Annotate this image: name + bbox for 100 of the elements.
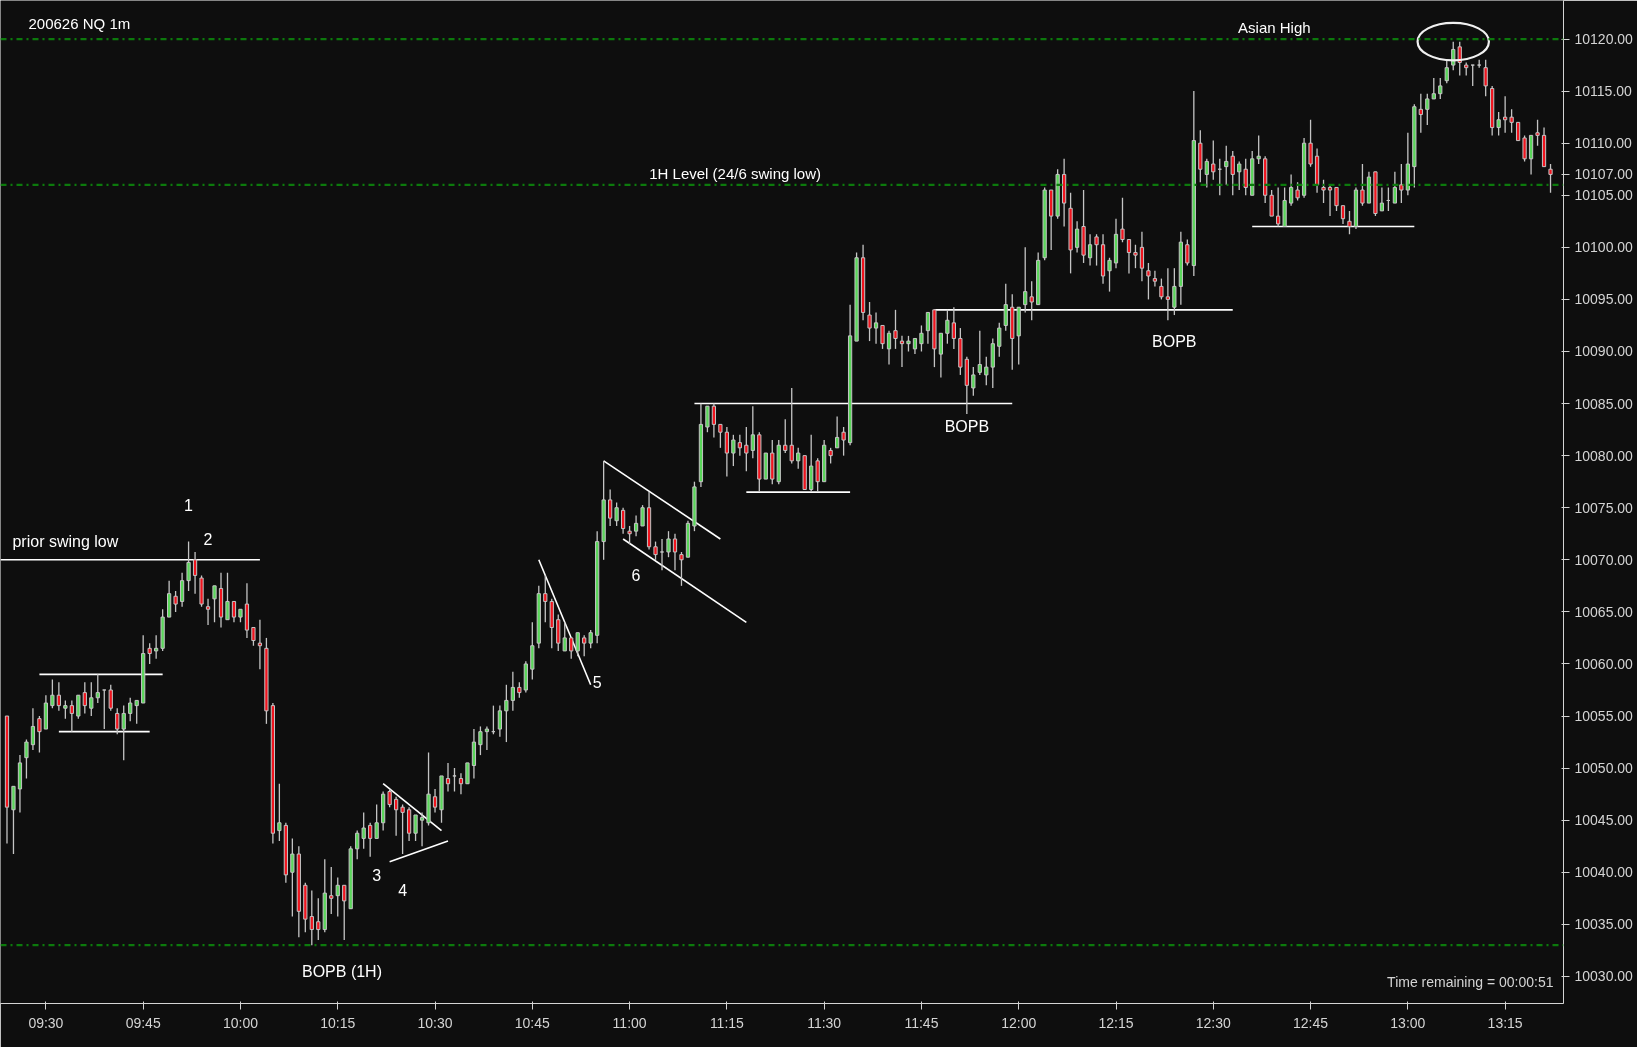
candlestick xyxy=(1327,184,1333,217)
candlestick xyxy=(1172,267,1177,316)
y-tick-label: 10090.00 xyxy=(1574,343,1634,360)
y-tick-label: 10050.00 xyxy=(1574,760,1634,777)
candlestick xyxy=(329,866,334,915)
candlestick xyxy=(1003,283,1008,332)
candlestick xyxy=(1159,277,1164,301)
candlestick xyxy=(63,699,68,720)
candlestick xyxy=(1470,64,1475,87)
candlestick xyxy=(886,330,892,366)
annotation: 2 xyxy=(203,531,213,549)
candlestick xyxy=(309,889,314,946)
x-tick-label: 11:30 xyxy=(807,1014,842,1031)
candlestick xyxy=(1295,181,1300,202)
x-tick-label: 11:00 xyxy=(612,1014,647,1031)
candlestick xyxy=(205,598,211,626)
y-tick-label: 10045.00 xyxy=(1574,812,1634,829)
candlestick xyxy=(1074,220,1080,254)
y-tick-label: 10075.00 xyxy=(1574,499,1634,516)
candlestick xyxy=(614,501,619,527)
candlestick xyxy=(37,715,42,754)
y-tick-label: 10030.00 xyxy=(1574,968,1634,985)
y-tick-label: 10070.00 xyxy=(1574,551,1634,568)
candlestick xyxy=(1256,134,1261,165)
candlestick xyxy=(984,356,989,386)
candlestick xyxy=(108,684,113,712)
candlestick xyxy=(938,332,944,379)
annotation: 6 xyxy=(631,567,641,585)
candlestick xyxy=(880,324,885,350)
candlestick xyxy=(484,725,490,751)
candlestick xyxy=(841,426,846,457)
candlestick xyxy=(1321,178,1326,204)
candlestick xyxy=(1509,108,1514,134)
candlestick xyxy=(458,772,464,795)
candlestick xyxy=(1515,121,1521,142)
candlestick xyxy=(1548,163,1553,194)
annotation: 3 xyxy=(372,866,382,884)
candlestick xyxy=(387,788,392,808)
y-tick-label: 10040.00 xyxy=(1574,864,1634,881)
candlestick xyxy=(1204,158,1209,189)
candlestick xyxy=(640,504,645,527)
candlestick xyxy=(569,637,574,660)
candlestick xyxy=(633,514,639,538)
x-tick-label: 10:15 xyxy=(320,1014,356,1031)
ref-line-label: 1H Level (24/6 swing low) xyxy=(649,164,821,182)
y-tick-label: 10120.00 xyxy=(1574,31,1634,48)
annotation: BOPB (1H) xyxy=(301,962,382,980)
candlestick xyxy=(471,728,477,780)
x-tick-label: 10:00 xyxy=(222,1014,259,1031)
candlestick xyxy=(56,681,61,712)
candlestick xyxy=(510,671,515,712)
y-tick-label: 10095.00 xyxy=(1574,291,1634,308)
candlestick xyxy=(711,402,717,439)
candlestick xyxy=(1444,59,1449,84)
candlestick xyxy=(186,540,191,592)
candlestick xyxy=(361,811,366,850)
text: 200626 NQ 1m xyxy=(28,14,131,32)
candlestick xyxy=(1087,233,1093,267)
candlestick xyxy=(627,525,632,545)
candlestick xyxy=(504,684,509,743)
candlestick xyxy=(1392,171,1397,204)
x-tick-label: 10:45 xyxy=(514,1014,551,1031)
candlestick xyxy=(465,762,470,785)
candlestick xyxy=(50,678,55,709)
candlestick xyxy=(1528,134,1534,176)
candlestick xyxy=(76,694,81,720)
y-tick-label: 10107.00 xyxy=(1574,166,1634,183)
candlestick xyxy=(672,533,678,571)
candlestick xyxy=(1237,160,1242,191)
candlestick xyxy=(335,876,340,918)
candlestick xyxy=(530,621,535,681)
y-tick-label: 10100.00 xyxy=(1574,239,1634,256)
candlestick xyxy=(400,803,405,855)
annotation: Time remaining = 00:00:51 xyxy=(1387,973,1554,990)
candlestick xyxy=(1425,93,1430,126)
candlestick xyxy=(893,309,898,350)
candlestick xyxy=(30,707,36,751)
candlestick xyxy=(290,837,295,918)
candlestick xyxy=(1522,134,1527,163)
candlestick xyxy=(582,634,587,657)
ref-line-label: Asian High xyxy=(1238,19,1311,37)
candlestick xyxy=(608,488,613,527)
candlestick xyxy=(1418,93,1423,134)
candlestick xyxy=(731,434,736,467)
candlestick xyxy=(977,330,982,376)
y-tick-label: 10080.00 xyxy=(1574,447,1634,464)
y-tick-label: 10035.00 xyxy=(1574,916,1634,933)
candlestick xyxy=(445,762,451,793)
candlestick xyxy=(653,540,658,561)
candlestick xyxy=(1126,238,1132,275)
candlestick xyxy=(919,324,924,353)
candlestick xyxy=(167,579,172,618)
annotation: prior swing low xyxy=(12,533,119,551)
candlestick xyxy=(147,642,152,665)
y-tick-label: 10055.00 xyxy=(1574,708,1634,725)
candlestick xyxy=(1535,119,1540,147)
candlestick xyxy=(355,829,360,860)
candlestick xyxy=(873,311,879,345)
candlestick xyxy=(374,803,379,840)
candlestick xyxy=(1379,186,1385,212)
